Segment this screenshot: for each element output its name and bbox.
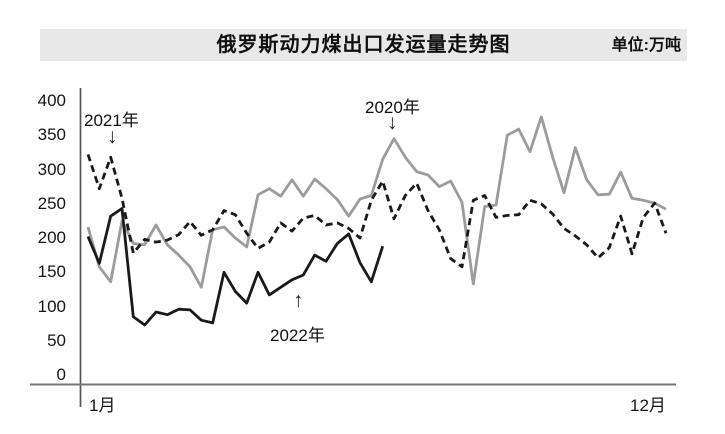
series-line-2022 xyxy=(86,207,385,327)
down-arrow-icon: ↓ xyxy=(107,125,118,148)
up-arrow-icon: ↑ xyxy=(293,289,304,312)
y-tick-label: 200 xyxy=(37,228,66,247)
series-label-2021: 2021年 xyxy=(84,111,139,130)
series-label-2020: 2020年 xyxy=(365,98,420,117)
y-tick-label: 150 xyxy=(37,262,66,282)
chart-title: 俄罗斯动力煤出口发运量走势图 xyxy=(216,34,511,56)
y-tick-label: 400 xyxy=(37,91,66,110)
unit-label: 单位:万吨 xyxy=(611,37,681,54)
x-axis-label-dec: 12月 xyxy=(630,396,666,415)
y-tick-label: 50 xyxy=(47,330,66,350)
down-arrow-icon: ↓ xyxy=(387,111,398,134)
series-line-2020 xyxy=(86,115,667,289)
series-line-2021 xyxy=(86,153,668,269)
y-tick-label: 100 xyxy=(37,296,66,316)
title-band: 俄罗斯动力煤出口发运量走势图 单位:万吨 xyxy=(40,29,687,61)
y-tick-label: 0 xyxy=(56,365,66,384)
y-tick-label: 350 xyxy=(37,125,66,145)
x-axis-label-jan: 1月 xyxy=(89,396,116,415)
series-label-2022: 2022年 xyxy=(270,326,325,345)
y-tick-label: 250 xyxy=(37,193,66,213)
y-tick-label: 300 xyxy=(37,159,66,179)
